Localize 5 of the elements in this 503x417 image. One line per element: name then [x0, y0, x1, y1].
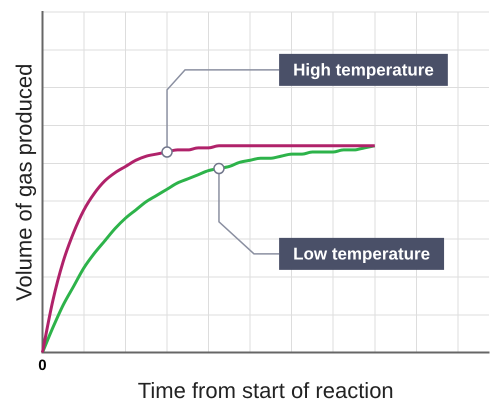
x-axis-title: Time from start of reaction — [138, 378, 394, 403]
text: 0 — [38, 357, 47, 374]
y-axis-title: Volume of gas produced — [11, 64, 36, 301]
annotation: Low temperature — [293, 244, 430, 264]
text: High temperature — [293, 60, 434, 80]
